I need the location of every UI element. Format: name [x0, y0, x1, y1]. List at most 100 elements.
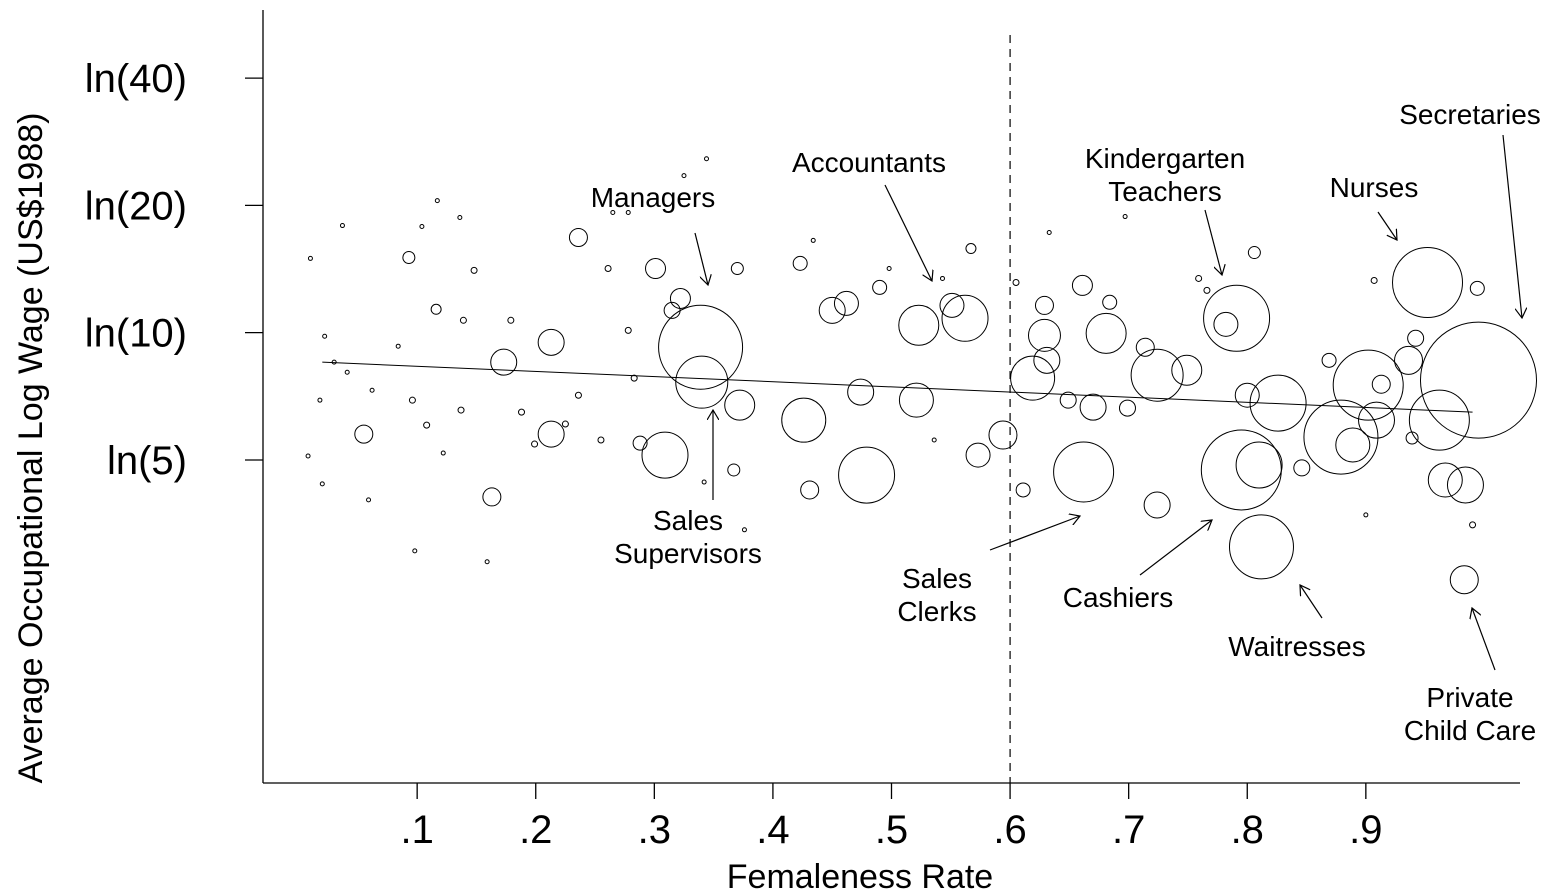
bubble: [724, 389, 756, 421]
bubble: [1213, 311, 1239, 337]
bubble: [1469, 280, 1485, 296]
bubble: [781, 397, 827, 443]
bubble: [632, 435, 648, 451]
bubble: [641, 431, 689, 479]
bubble: [1046, 230, 1052, 236]
bubble: [1015, 482, 1031, 498]
bubble: [610, 210, 616, 216]
bubble: [482, 487, 502, 507]
bubble: [701, 479, 707, 485]
y-tick-label: ln(20): [85, 184, 187, 228]
bubble: [645, 258, 667, 280]
bubble: [1335, 427, 1371, 463]
bubble: [810, 237, 816, 243]
bubble: [1122, 214, 1128, 220]
bubble: [597, 436, 605, 444]
bubble: [1195, 274, 1203, 282]
bubble: [1249, 374, 1307, 432]
bubble: [1358, 401, 1396, 439]
annotation: Child Care: [1404, 715, 1536, 746]
bubble: [1171, 354, 1203, 386]
bubble: [1446, 466, 1484, 504]
bubble: [1071, 274, 1093, 296]
fit-line: [322, 361, 1473, 413]
bubble: [1234, 382, 1260, 408]
bubble: [354, 424, 374, 444]
bubble: [568, 227, 588, 247]
bubble: [1235, 441, 1283, 489]
bubble: [847, 378, 875, 406]
bubble: [630, 374, 638, 382]
y-tick-label: ln(40): [85, 57, 187, 101]
bubble: [440, 450, 446, 456]
bubble: [931, 437, 937, 443]
bubble: [1419, 321, 1537, 439]
annotation: Waitresses: [1228, 631, 1365, 662]
bubble: [1392, 246, 1464, 318]
bubble: [1405, 431, 1419, 445]
bubble: [792, 255, 808, 271]
bubble: [1370, 276, 1378, 284]
bubble: [430, 303, 442, 315]
annotation-arrow: [1139, 520, 1212, 576]
bubble: [1143, 491, 1171, 519]
annotation: Managers: [591, 182, 716, 213]
bubble: [833, 290, 859, 316]
bubble: [317, 397, 323, 403]
bubble: [1321, 352, 1337, 368]
bubble: [1102, 294, 1118, 310]
bubble: [1407, 329, 1425, 347]
bubble: [412, 548, 418, 554]
bubble: [1247, 246, 1261, 260]
bubble: [800, 480, 820, 500]
bubble: [1200, 429, 1282, 511]
annotation: Kindergarten: [1085, 143, 1245, 174]
x-tick-label: .4: [756, 808, 789, 852]
bubble: [507, 316, 515, 324]
bubble: [459, 316, 467, 324]
bubble: [898, 382, 934, 418]
annotation-arrow: [694, 232, 708, 285]
y-axis-label: Average Occupational Log Wage (US$1988): [12, 113, 50, 784]
bubble: [1079, 393, 1107, 421]
bubble: [1012, 278, 1020, 286]
annotation-arrow: [1377, 211, 1397, 240]
annotation-arrow: [884, 184, 932, 281]
x-axis-label: Femaleness Rate: [727, 858, 993, 896]
y-tick-label: ln(5): [107, 439, 187, 483]
annotation: Accountants: [792, 147, 946, 178]
bubble: [730, 262, 744, 276]
bubble: [344, 369, 350, 375]
bubble: [1053, 441, 1115, 503]
bubble: [457, 406, 465, 414]
annotation-arrow: [1204, 209, 1222, 275]
bubble: [704, 156, 710, 162]
bubble: [319, 481, 325, 487]
bubble: [1449, 565, 1479, 595]
bubble: [305, 453, 311, 459]
x-tick-label: .5: [875, 808, 908, 852]
bubble: [727, 463, 741, 477]
bubble: [307, 255, 313, 261]
bubble: [490, 348, 518, 376]
annotation: Cashiers: [1063, 582, 1173, 613]
bubble: [457, 214, 463, 220]
bubble: [1469, 521, 1477, 529]
y-tick-label: ln(10): [85, 312, 187, 356]
bubble: [537, 420, 565, 448]
bubble: [322, 333, 328, 339]
bubble: [663, 301, 681, 319]
bubble: [561, 420, 569, 428]
bubble: [1394, 345, 1424, 375]
bubble: [402, 251, 416, 265]
x-tick-label: .3: [638, 808, 671, 852]
bubble: [1332, 349, 1404, 421]
bubble: [434, 198, 440, 204]
bubble: [1085, 312, 1127, 354]
bubble: [1427, 462, 1463, 498]
bubble: [419, 223, 425, 229]
annotation: Sales: [653, 505, 723, 536]
bubble: [1034, 295, 1054, 315]
bubble: [658, 304, 744, 390]
